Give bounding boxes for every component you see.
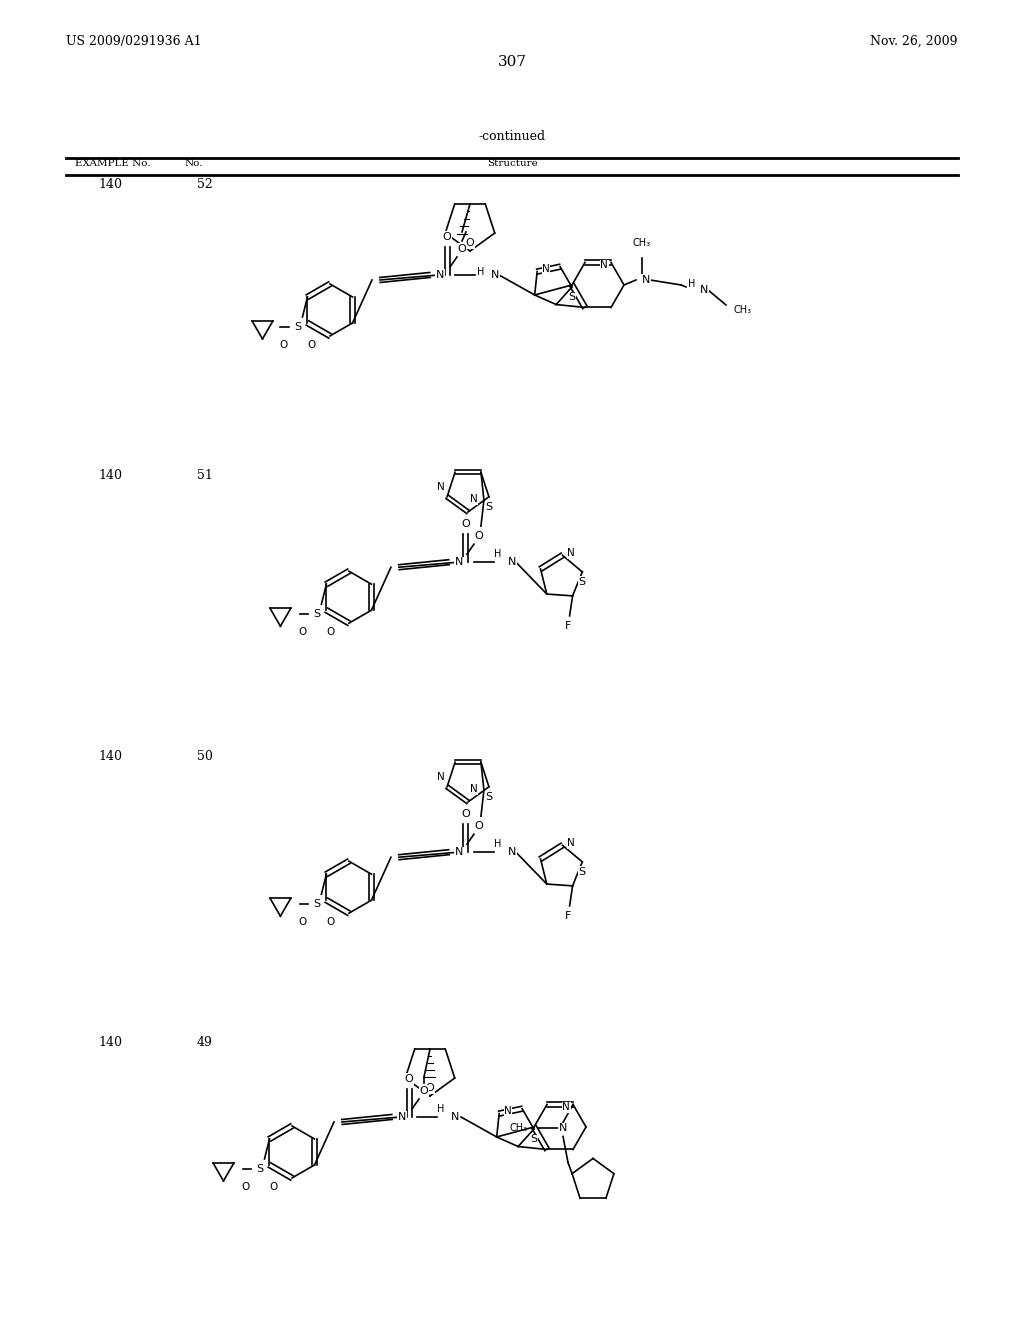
Text: S: S	[530, 1134, 538, 1144]
Text: O: O	[327, 627, 335, 638]
Text: N: N	[397, 1111, 407, 1122]
Text: Nov. 26, 2009: Nov. 26, 2009	[870, 36, 958, 48]
Text: H: H	[495, 840, 502, 849]
Text: N: N	[559, 1123, 567, 1134]
Text: O: O	[404, 1074, 414, 1084]
Text: CH₃: CH₃	[733, 305, 752, 315]
Text: 307: 307	[498, 55, 526, 69]
Text: O: O	[298, 627, 306, 638]
Text: O: O	[280, 341, 288, 350]
Text: EXAMPLE No.: EXAMPLE No.	[75, 158, 151, 168]
Text: 140: 140	[98, 469, 122, 482]
Text: N: N	[470, 784, 478, 795]
Text: N: N	[600, 260, 608, 271]
Text: N: N	[437, 482, 445, 492]
Text: N: N	[455, 557, 463, 568]
Text: S: S	[313, 610, 319, 619]
Text: O: O	[307, 341, 315, 350]
Text: F: F	[564, 911, 570, 921]
Text: H: H	[495, 549, 502, 560]
Text: N: N	[436, 271, 444, 280]
Text: N: N	[508, 557, 516, 568]
Text: N: N	[504, 1106, 512, 1115]
Text: 51: 51	[197, 469, 213, 482]
Text: O: O	[462, 519, 470, 529]
Text: 140: 140	[98, 1036, 122, 1049]
Text: N: N	[567, 838, 575, 849]
Text: S: S	[485, 502, 493, 512]
Text: N: N	[562, 1102, 570, 1113]
Text: 50: 50	[197, 750, 213, 763]
Text: -continued: -continued	[478, 129, 546, 143]
Text: O: O	[327, 917, 335, 927]
Text: N: N	[567, 548, 575, 558]
Text: S: S	[568, 292, 575, 302]
Text: H: H	[688, 279, 695, 289]
Text: O: O	[242, 1181, 250, 1192]
Text: S: S	[256, 1164, 263, 1173]
Text: O: O	[474, 821, 483, 832]
Text: CH₃: CH₃	[510, 1123, 528, 1134]
Text: No.: No.	[185, 158, 204, 168]
Text: S: S	[313, 899, 319, 909]
Text: O: O	[466, 238, 474, 248]
Text: N: N	[470, 494, 478, 504]
Text: 52: 52	[198, 178, 213, 191]
Text: Structure: Structure	[486, 158, 538, 168]
Text: S: S	[294, 322, 301, 331]
Text: 49: 49	[197, 1036, 213, 1049]
Text: S: S	[579, 577, 586, 587]
Text: N: N	[490, 271, 500, 280]
Text: CH₃: CH₃	[633, 238, 651, 248]
Text: O: O	[458, 244, 466, 253]
Text: N: N	[642, 275, 650, 285]
Text: S: S	[579, 867, 586, 876]
Text: H: H	[437, 1104, 444, 1114]
Text: N: N	[700, 285, 709, 294]
Text: F: F	[564, 620, 570, 631]
Text: US 2009/0291936 A1: US 2009/0291936 A1	[66, 36, 202, 48]
Text: N: N	[451, 1111, 460, 1122]
Text: O: O	[269, 1181, 278, 1192]
Text: 140: 140	[98, 178, 122, 191]
Text: O: O	[462, 809, 470, 820]
Text: H: H	[477, 267, 484, 277]
Text: O: O	[442, 232, 452, 242]
Text: N: N	[542, 264, 550, 273]
Text: N: N	[437, 772, 445, 781]
Text: S: S	[485, 792, 493, 801]
Text: 140: 140	[98, 750, 122, 763]
Text: O: O	[420, 1086, 428, 1096]
Text: N: N	[455, 847, 463, 857]
Text: O: O	[474, 531, 483, 541]
Text: O: O	[426, 1082, 434, 1093]
Text: N: N	[508, 847, 516, 857]
Text: O: O	[298, 917, 306, 927]
